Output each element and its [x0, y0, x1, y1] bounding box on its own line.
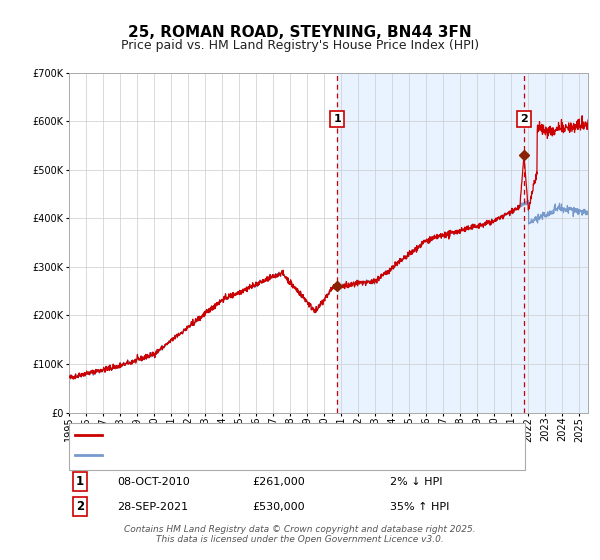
Text: Contains HM Land Registry data © Crown copyright and database right 2025.
This d: Contains HM Land Registry data © Crown c…	[124, 525, 476, 544]
Text: 1: 1	[334, 114, 341, 124]
Text: 25, ROMAN ROAD, STEYNING, BN44 3FN: 25, ROMAN ROAD, STEYNING, BN44 3FN	[128, 25, 472, 40]
Text: 28-SEP-2021: 28-SEP-2021	[117, 502, 188, 512]
Text: Price paid vs. HM Land Registry's House Price Index (HPI): Price paid vs. HM Land Registry's House …	[121, 39, 479, 52]
Text: HPI: Average price, semi-detached house, Horsham: HPI: Average price, semi-detached house,…	[108, 450, 395, 460]
Text: 2: 2	[520, 114, 528, 124]
Text: £530,000: £530,000	[252, 502, 305, 512]
Text: 35% ↑ HPI: 35% ↑ HPI	[390, 502, 449, 512]
Text: £261,000: £261,000	[252, 477, 305, 487]
Text: 25, ROMAN ROAD, STEYNING, BN44 3FN (semi-detached house): 25, ROMAN ROAD, STEYNING, BN44 3FN (semi…	[108, 430, 466, 440]
Bar	[337, 73, 588, 413]
Text: 1: 1	[76, 475, 84, 488]
Text: 2: 2	[76, 500, 84, 514]
Text: 08-OCT-2010: 08-OCT-2010	[117, 477, 190, 487]
Text: 2% ↓ HPI: 2% ↓ HPI	[390, 477, 443, 487]
